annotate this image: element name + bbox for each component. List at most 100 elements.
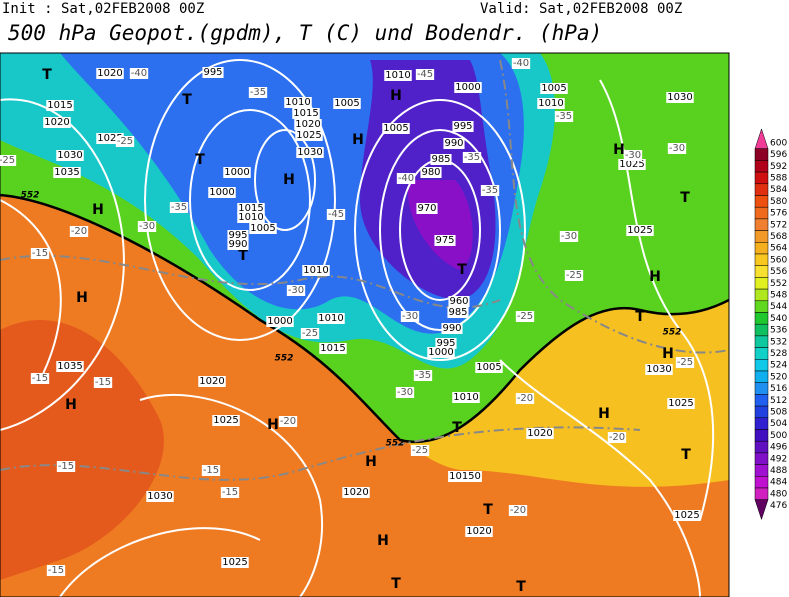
temperature-label: -20: [517, 393, 533, 404]
isobar-label-box: [223, 167, 251, 178]
warm-core: [0, 320, 164, 580]
temperature-label-box: [462, 152, 482, 163]
pressure-center: H: [65, 397, 77, 413]
temperature-label: -20: [609, 432, 625, 443]
temperature-label: -30: [402, 311, 418, 322]
colorbar-label: 480: [770, 489, 787, 499]
temperature-label: -35: [556, 111, 572, 122]
temperature-label: -35: [464, 152, 480, 163]
pressure-center: T: [42, 67, 52, 83]
map-frame: [0, 52, 730, 597]
isobar-label: 1025: [213, 415, 238, 426]
isobar-label-box: [53, 167, 81, 178]
isobar-label: 1020: [44, 117, 69, 128]
pressure-center: H: [390, 88, 402, 104]
pressure-center: H: [76, 290, 88, 306]
isobar-label: 1015: [320, 343, 345, 354]
isobar-label-box: [452, 121, 474, 132]
colorbar-swatch: [754, 195, 769, 208]
colorbar-swatch: [754, 171, 769, 185]
isobar-label: 10150: [449, 471, 481, 482]
temperature-label: -30: [625, 150, 641, 161]
temperature-label-box: [410, 445, 430, 456]
colorbar-swatch: [754, 359, 769, 372]
isobar-label-box: [198, 376, 226, 387]
isobar-label: 1000: [209, 187, 234, 198]
purple-core: [408, 180, 473, 270]
isobar-label-box: [526, 428, 554, 439]
contour-label: 552: [275, 354, 294, 364]
isobar-label-box: [319, 343, 347, 354]
isobar-label-box: [540, 83, 568, 94]
colorbar-swatch: [754, 288, 769, 302]
isobar-label: 1010: [303, 265, 328, 276]
pressure-center: T: [391, 576, 401, 592]
isobar-label: 980: [421, 167, 440, 178]
temperature-label-box: [480, 185, 500, 196]
colorbar-swatch: [754, 242, 769, 255]
pressure-center: H: [352, 132, 364, 148]
temperature-label: -35: [482, 185, 498, 196]
pressure-center: H: [267, 417, 279, 433]
temperature-label: -25: [117, 136, 133, 147]
temperature-label-box: [137, 221, 157, 232]
temperature-label-box: [515, 393, 535, 404]
pressure-center: T: [680, 190, 690, 206]
colorbar-swatch: [754, 253, 769, 266]
isobar-label: 985: [448, 307, 467, 318]
isobar-label-box: [266, 316, 294, 327]
isobar-label: 1000: [428, 347, 453, 358]
isobar-label-box: [227, 230, 249, 241]
isobar-label-box: [43, 117, 71, 128]
isobar-label-box: [294, 119, 322, 130]
isobar-label: 1025: [674, 510, 699, 521]
map-title: 500 hPa Geopot.(gpdm), T (C) und Bodendr…: [8, 21, 602, 45]
pressure-center: H: [365, 454, 377, 470]
colorbar-swatch: [754, 487, 769, 500]
valid-time: Valid: Sat,02FEB2008 00Z: [480, 1, 682, 17]
temperature-label: -15: [48, 565, 64, 576]
init-time: Init : Sat,02FEB2008 00Z: [2, 1, 204, 17]
colorbar-swatch: [754, 452, 769, 465]
isobar-label: 975: [435, 235, 454, 246]
contour-label: 552: [663, 328, 682, 338]
colorbar-tip: [754, 499, 769, 521]
temperature-label-box: [46, 565, 66, 576]
isobar-label: 1020: [466, 526, 491, 537]
map-area: [0, 53, 729, 597]
pressure-center: T: [452, 420, 462, 436]
colorbar-label: 596: [770, 150, 787, 160]
colorbar-label: 508: [770, 407, 787, 417]
colorbar-swatch: [754, 230, 769, 243]
temperature-label-box: [413, 370, 433, 381]
temperature-label-box: [300, 328, 320, 339]
isobar-label-box: [454, 82, 482, 93]
colorbar-label: 500: [770, 431, 787, 441]
isobar-label-box: [645, 364, 673, 375]
isobar-label-box: [96, 68, 124, 79]
isobar-label: 1030: [147, 491, 172, 502]
colorbar-label: 548: [770, 290, 787, 300]
isobar-label: 1030: [667, 92, 692, 103]
isobar-label: 1000: [455, 82, 480, 93]
pressure-center: T: [483, 502, 493, 518]
temperature-label-box: [30, 248, 50, 259]
isobar-label: 1010: [318, 313, 343, 324]
temperature-label-box: [169, 202, 189, 213]
colorbar-swatch: [754, 323, 769, 337]
colorbar-label: 532: [770, 337, 787, 347]
colorbar-label: 524: [770, 361, 787, 371]
pressure-center: T: [238, 248, 248, 264]
isobar-label-box: [296, 147, 324, 158]
colorbar-swatch: [754, 476, 769, 489]
temperature-label: -20: [280, 416, 296, 427]
temperature-label: -25: [517, 311, 533, 322]
colorbar-swatch: [754, 464, 769, 477]
colorbar-label: 536: [770, 326, 787, 336]
temperature-label: -25: [0, 155, 15, 166]
pressure-center: T: [182, 92, 192, 108]
isobar-label-box: [537, 98, 565, 109]
isobar-label: 1005: [383, 123, 408, 134]
temperature-label-box: [554, 111, 574, 122]
temperature-label: -15: [32, 373, 48, 384]
